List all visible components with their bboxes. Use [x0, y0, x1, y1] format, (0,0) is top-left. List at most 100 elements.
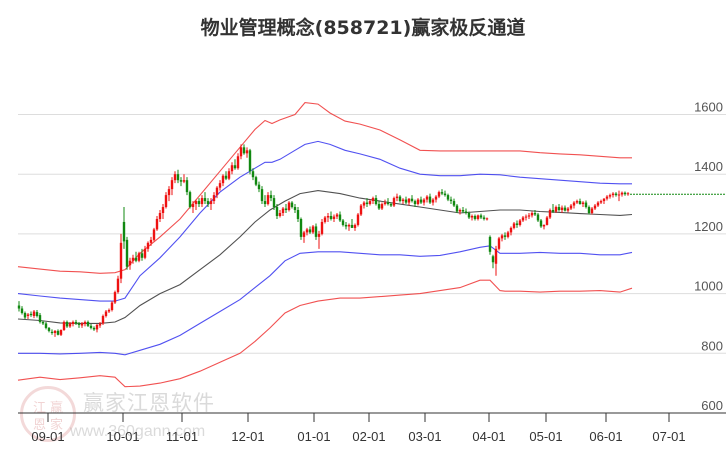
candle-body: [422, 199, 426, 203]
x-tick-label: 09-01: [31, 429, 64, 444]
candle-body: [425, 196, 429, 200]
y-tick-label: 800: [701, 338, 723, 353]
candle-body: [626, 193, 630, 195]
candle-body: [494, 248, 498, 264]
candle-body: [110, 302, 114, 311]
candle-body: [380, 204, 384, 209]
candle-body: [554, 207, 558, 212]
candle-body: [431, 199, 435, 203]
candle-body: [170, 180, 174, 190]
candle-body: [119, 242, 123, 279]
candle-body: [572, 202, 576, 206]
candle-body: [560, 207, 564, 211]
candle-body: [476, 215, 480, 219]
candle-body: [263, 201, 267, 205]
outer-lower-line: [17, 279, 633, 388]
candle-body: [293, 207, 297, 211]
candle-body: [167, 189, 171, 196]
candle-body: [125, 239, 129, 267]
x-tick-label: 06-01: [589, 429, 622, 444]
candle-body: [59, 330, 63, 335]
y-tick-label: 600: [701, 398, 723, 413]
candle-body: [98, 323, 102, 326]
candle-body: [200, 198, 204, 205]
candle-body: [407, 198, 411, 203]
candle-body: [590, 208, 594, 214]
candle-body: [326, 215, 330, 218]
watermark-logo-char: 赢: [50, 401, 64, 416]
candle-body: [296, 210, 300, 219]
candle-body: [194, 201, 198, 205]
candle-body: [32, 311, 36, 316]
candle-body: [530, 213, 534, 216]
candle-body: [551, 210, 555, 212]
candle-body: [203, 198, 207, 202]
candle-body: [611, 193, 615, 196]
candle-body: [128, 260, 132, 266]
candle-body: [344, 224, 348, 227]
x-tick-label: 04-01: [472, 429, 505, 444]
candle-body: [458, 210, 462, 212]
candle-body: [563, 207, 567, 211]
candle-body: [575, 201, 579, 203]
candle-body: [212, 195, 216, 202]
candle-body: [386, 202, 390, 205]
candle-body: [383, 202, 387, 205]
candle-body: [227, 171, 231, 179]
candle-body: [299, 218, 303, 237]
candle-body: [548, 210, 552, 218]
candle-body: [314, 226, 318, 237]
candle-body: [35, 312, 39, 316]
candle-body: [335, 214, 339, 217]
candle-body: [437, 192, 441, 197]
candle-body: [248, 150, 252, 172]
candle-body: [347, 224, 351, 227]
candle-body: [152, 229, 156, 240]
candle-body: [179, 180, 183, 182]
candle-body: [233, 165, 237, 169]
candle-body: [77, 323, 81, 325]
candle-body: [140, 253, 144, 258]
candle-body: [524, 216, 528, 218]
candle-body: [389, 204, 393, 206]
candle-body: [323, 217, 327, 222]
candle-body: [245, 150, 249, 154]
candle-body: [137, 253, 141, 261]
x-tick-label: 01-01: [297, 429, 330, 444]
candle-body: [116, 278, 120, 293]
candle-body: [272, 198, 276, 208]
candle-body: [557, 207, 561, 211]
candle-body: [257, 184, 261, 190]
candle-body: [506, 232, 510, 237]
candle-body: [224, 175, 228, 179]
candle-body: [341, 220, 345, 225]
candle-body: [410, 198, 414, 202]
candle-body: [374, 198, 378, 205]
candle-body: [464, 211, 468, 214]
candle-body: [56, 330, 60, 335]
candle-body: [461, 210, 465, 212]
candle-body: [527, 215, 531, 217]
candle-body: [485, 218, 489, 220]
mid-line: [17, 190, 633, 324]
candle-body: [305, 229, 309, 233]
candle-body: [122, 221, 126, 242]
candle-body: [38, 315, 42, 322]
candle-body: [68, 323, 72, 327]
candle-body: [197, 201, 201, 205]
candle-body: [290, 202, 294, 208]
candle-body: [284, 208, 288, 211]
candle-body: [521, 217, 525, 221]
candle-body: [143, 248, 147, 258]
candle-body: [101, 315, 105, 324]
candle-body: [26, 314, 30, 316]
watermark-brand: 赢家江恩软件: [83, 391, 215, 415]
candle-body: [392, 198, 396, 206]
candle-body: [470, 215, 474, 218]
candle-body: [251, 171, 255, 178]
candle-body: [53, 330, 57, 334]
candle-body: [134, 257, 138, 261]
candle-body: [455, 205, 459, 212]
candle-body: [209, 201, 213, 205]
candle-body: [398, 196, 402, 202]
